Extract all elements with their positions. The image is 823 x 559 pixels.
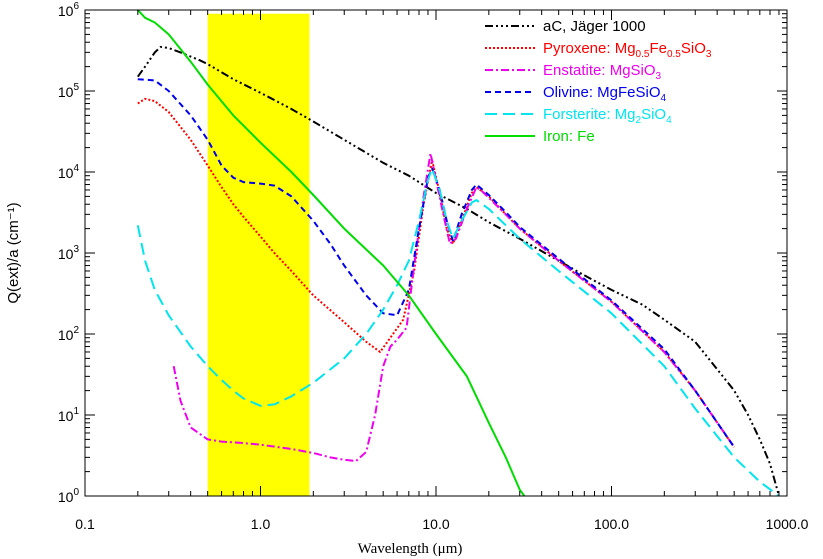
y-tick-label: 102 — [58, 325, 80, 343]
series-line-2 — [172, 152, 736, 463]
series-line-0 — [136, 45, 780, 496]
y-tick-label: 100 — [58, 487, 80, 505]
series-line-3 — [137, 78, 736, 448]
plot-frame — [84, 9, 788, 497]
y-tick-exponent: 2 — [73, 325, 79, 336]
legend-label-2: Enstatite: MgSiO3 — [543, 62, 662, 82]
series-line-1 — [137, 97, 736, 448]
y-axis-title: Q(ext)/a (cm⁻¹) — [5, 202, 22, 303]
legend-label-part: 4 — [666, 115, 672, 126]
y-tick-exponent: 5 — [73, 82, 79, 93]
y-tick-label: 104 — [58, 163, 80, 181]
x-tick-label: 10.0 — [422, 516, 449, 532]
legend-label-part: SiO — [681, 40, 706, 57]
legend-label-1: Pyroxene: Mg0.5Fe0.5SiO3 — [543, 40, 712, 60]
y-tick-base: 10 — [58, 327, 74, 343]
legend-label-part: Forsterite: Mg — [543, 106, 636, 123]
legend-label-part: 0.5 — [667, 49, 681, 60]
y-tick-base: 10 — [58, 246, 74, 262]
x-tick-label: 100.0 — [594, 516, 629, 532]
legend-label-part: 3 — [656, 71, 662, 82]
x-axis-title: Wavelength (μm) — [358, 541, 463, 557]
x-tick-label: 1.0 — [251, 516, 271, 532]
y-tick-base: 10 — [58, 3, 74, 19]
y-tick-exponent: 0 — [73, 487, 79, 498]
y-tick-base: 10 — [58, 489, 74, 505]
legend-label-part: 4 — [661, 93, 667, 104]
legend-label-4: Forsterite: Mg2SiO4 — [543, 106, 672, 126]
x-tick-label: 0.1 — [75, 516, 95, 532]
legend-label-part: Olivine: MgFeSiO — [543, 84, 661, 101]
legend-label-part: Iron: Fe — [543, 128, 595, 145]
y-tick-base: 10 — [58, 84, 74, 100]
legend-label-part: 0.5 — [636, 49, 650, 60]
legend-label-part: Fe — [649, 40, 667, 57]
series-line-5 — [137, 10, 526, 496]
legend-label-part: 3 — [706, 49, 712, 60]
y-tick-label: 103 — [58, 244, 80, 262]
series-line-4 — [136, 167, 780, 496]
y-tick-label: 106 — [58, 1, 80, 19]
y-tick-base: 10 — [58, 408, 74, 424]
legend-label-3: Olivine: MgFeSiO4 — [543, 84, 667, 104]
legend-label-part: Pyroxene: Mg — [543, 40, 636, 57]
y-tick-exponent: 1 — [73, 406, 79, 417]
y-tick-label: 105 — [58, 82, 80, 100]
legend-label-0: aC, Jäger 1000 — [543, 18, 646, 35]
legend-label-part: aC, Jäger 1000 — [543, 18, 646, 35]
legend-label-part: SiO — [641, 106, 666, 123]
y-tick-base: 10 — [58, 165, 74, 181]
legend-label-5: Iron: Fe — [543, 128, 595, 145]
legend-label-part: Enstatite: MgSiO — [543, 62, 656, 79]
x-tick-label: 1000.0 — [766, 516, 809, 532]
y-tick-exponent: 6 — [73, 1, 79, 12]
legend-label-part: 2 — [636, 115, 642, 126]
y-tick-label: 101 — [58, 406, 80, 424]
highlight-band — [207, 13, 310, 496]
y-tick-exponent: 3 — [73, 244, 79, 255]
y-tick-exponent: 4 — [73, 163, 79, 174]
